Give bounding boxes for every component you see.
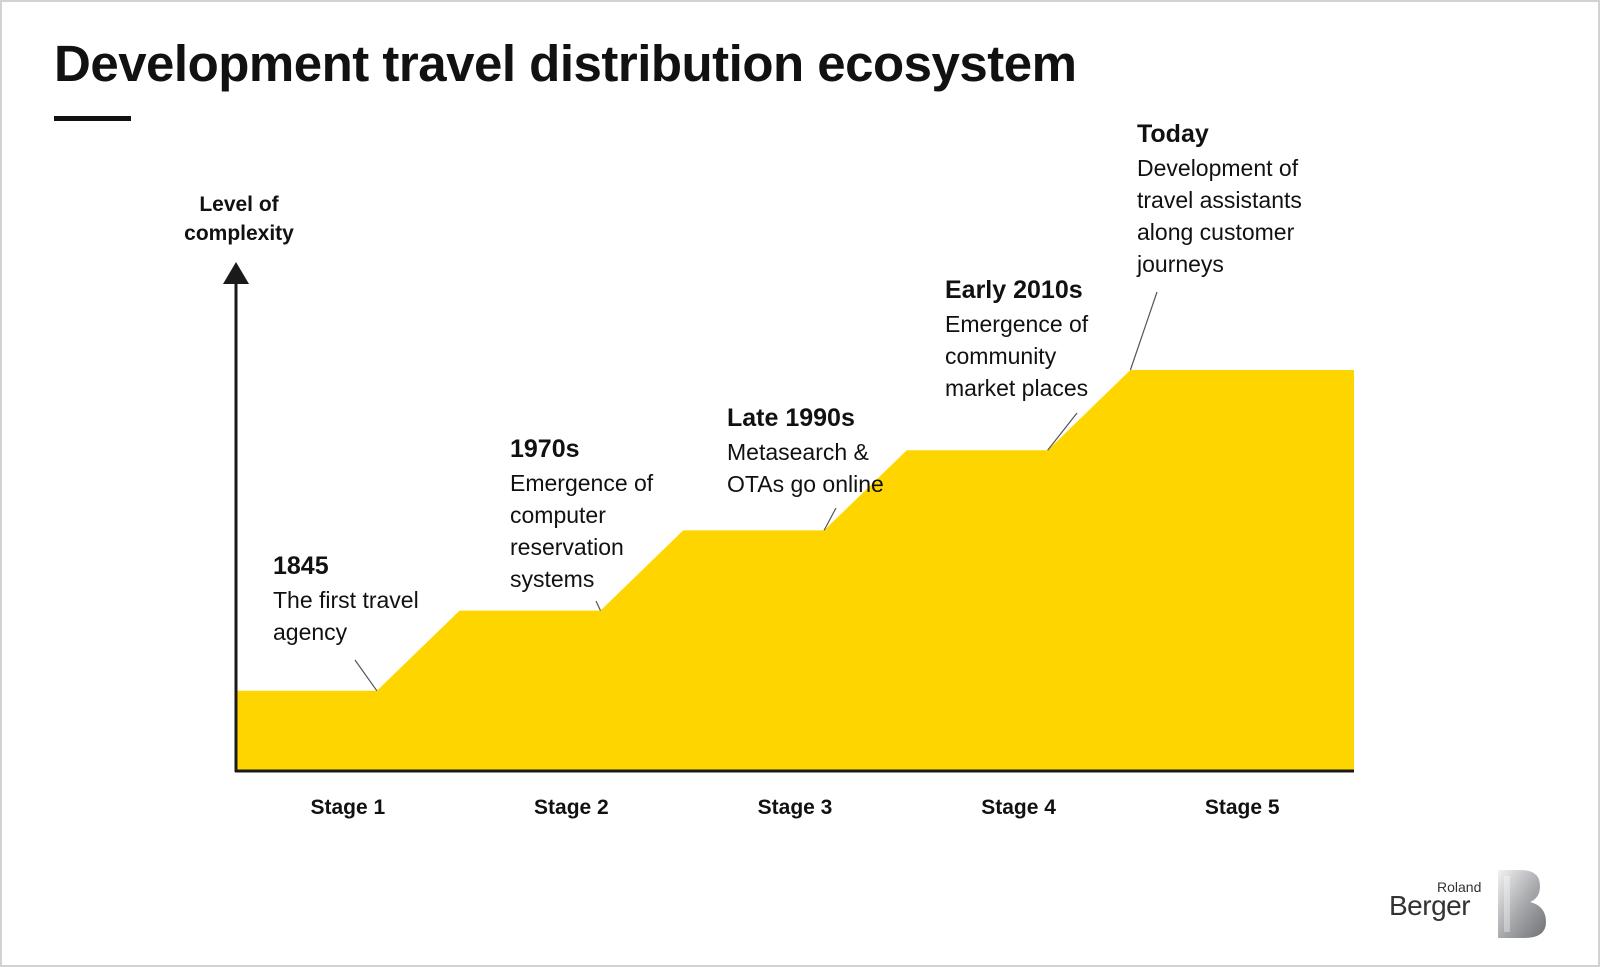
leader-line — [595, 600, 602, 611]
stage-annotation: 1845 The first travel agency — [273, 550, 419, 648]
annotation-heading: 1970s — [510, 435, 580, 463]
stage-annotation: 1970s Emergence of computer reservation s… — [510, 433, 653, 595]
title-underline — [54, 116, 131, 121]
leader-lines — [354, 291, 1158, 692]
annotation-text: Development of travel assistants along c… — [1137, 155, 1302, 277]
complexity-area — [236, 370, 1354, 771]
annotation-heading: Today — [1137, 120, 1209, 148]
stage-label: Stage 4 — [981, 796, 1056, 819]
annotation-text: The first travel agency — [273, 587, 419, 645]
stage-label: Stage 1 — [310, 796, 386, 819]
stage-label: Stage 2 — [534, 796, 609, 819]
leader-line — [1129, 291, 1158, 371]
leader-line — [823, 507, 837, 531]
annotation-text: Emergence of computer reservation system… — [510, 470, 654, 592]
y-axis-arrowhead — [223, 262, 249, 284]
y-axis-label: Level of complexity — [184, 193, 294, 245]
annotation-heading: Early 2010s — [945, 276, 1083, 304]
stage-annotation: Late 1990s Metasearch & OTAs go online — [727, 402, 884, 500]
page-title: Development travel distribution ecosyste… — [54, 35, 1077, 92]
leader-line — [1047, 412, 1078, 451]
annotation-heading: Late 1990s — [727, 404, 855, 432]
stage-label: Stage 5 — [1204, 796, 1280, 819]
annotation-text: Emergence of community market places — [945, 311, 1089, 401]
stage-annotation: Today Development of travel assistants al… — [1137, 118, 1302, 280]
leader-line — [354, 659, 378, 692]
annotation-heading: 1845 — [273, 552, 329, 580]
logo-text-berger: Berger — [1389, 890, 1471, 921]
logo-b-mark-icon — [1498, 870, 1546, 938]
roland-berger-logo: Roland Berger — [1389, 866, 1550, 946]
annotation-text: Metasearch & OTAs go online — [727, 439, 884, 497]
logo-text-roland: Roland — [1437, 879, 1482, 895]
stage-label: Stage 3 — [757, 796, 833, 819]
stage-annotation: Early 2010s Emergence of community market… — [945, 274, 1088, 404]
